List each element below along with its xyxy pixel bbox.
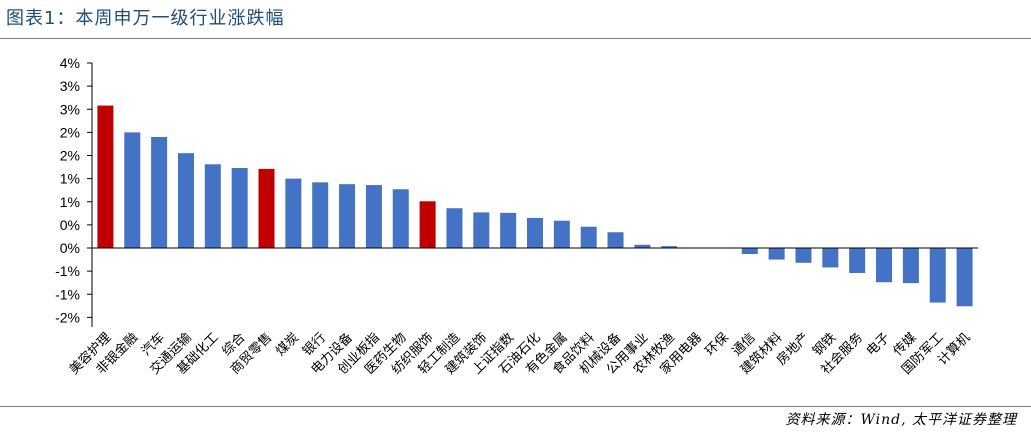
bar xyxy=(473,212,490,248)
y-tick-label: 1% xyxy=(60,194,80,210)
source-note: 资料来源：Wind, 太平洋证券整理 xyxy=(785,412,1017,428)
bar xyxy=(231,167,248,248)
bar xyxy=(312,182,329,248)
bar xyxy=(956,248,973,307)
y-tick-label: 4% xyxy=(60,55,80,71)
y-tick-label: 0% xyxy=(60,217,80,233)
bar xyxy=(795,248,812,263)
bar xyxy=(177,153,194,248)
chart-title: 图表1：本周申万一级行业涨跌幅 xyxy=(6,8,285,29)
y-tick-label: -1% xyxy=(55,286,80,302)
bar xyxy=(553,220,570,248)
bar xyxy=(849,248,866,273)
bar xyxy=(768,248,785,260)
bar xyxy=(822,248,839,268)
bar xyxy=(392,189,409,248)
bar xyxy=(902,248,919,284)
y-tick-label: -2% xyxy=(55,309,80,325)
bar xyxy=(151,137,168,248)
y-tick-label: -1% xyxy=(55,263,80,279)
bar xyxy=(446,208,463,248)
bar xyxy=(607,232,624,248)
x-tick-label: 电子 xyxy=(864,330,893,359)
bar xyxy=(419,201,436,248)
footer-divider xyxy=(0,406,1031,407)
y-tick-label: 3% xyxy=(60,78,80,94)
bar xyxy=(876,248,893,283)
bar xyxy=(929,248,946,303)
bar xyxy=(258,168,275,248)
bar xyxy=(365,185,382,248)
y-tick-label: 1% xyxy=(60,171,80,187)
bar xyxy=(204,164,221,248)
y-tick-label: 2% xyxy=(60,148,80,164)
bar xyxy=(634,244,651,248)
x-tick-label: 环保 xyxy=(703,330,732,359)
title-divider xyxy=(0,38,1031,39)
bar xyxy=(124,132,141,248)
x-tick-label: 煤炭 xyxy=(273,330,302,359)
bar-chart: 4%3%3%2%2%1%1%0%0%-1%-1%-2%美容护理非银金融汽车交通运… xyxy=(55,55,978,378)
bar xyxy=(527,217,543,248)
y-tick-label: 3% xyxy=(60,101,80,117)
bar xyxy=(285,178,302,248)
bar xyxy=(741,248,758,255)
bar xyxy=(580,226,597,248)
y-tick-label: 2% xyxy=(60,124,80,140)
y-tick-label: 0% xyxy=(60,240,80,256)
bar xyxy=(500,212,517,248)
bar xyxy=(339,184,356,248)
bar xyxy=(661,246,678,248)
bar xyxy=(97,105,114,248)
